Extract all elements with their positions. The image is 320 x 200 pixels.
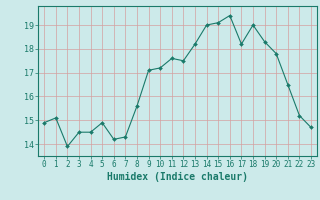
X-axis label: Humidex (Indice chaleur): Humidex (Indice chaleur) [107, 172, 248, 182]
